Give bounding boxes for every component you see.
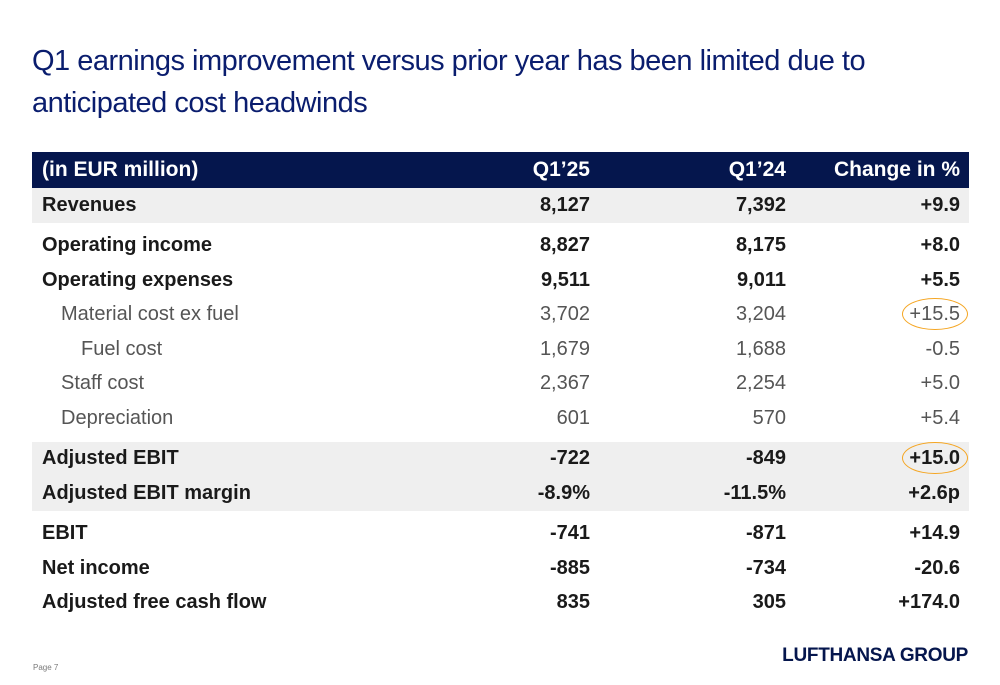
table-row-ebit: EBIT -741 -871 +14.9 bbox=[32, 517, 969, 552]
header-q125: Q1’25 bbox=[532, 158, 590, 181]
row-change: +8.0 bbox=[920, 234, 960, 257]
row-q125: 3,702 bbox=[539, 303, 590, 326]
row-q124: -849 bbox=[745, 447, 786, 470]
row-q124: -734 bbox=[745, 556, 786, 579]
row-q124: 2,254 bbox=[735, 372, 786, 395]
row-label: Adjusted free cash flow bbox=[42, 591, 267, 614]
row-change: -20.6 bbox=[914, 556, 960, 579]
row-label: Operating income bbox=[42, 234, 213, 257]
table-row-staff-cost: Staff cost 2,367 2,254 +5.0 bbox=[32, 367, 969, 402]
row-q124: -11.5% bbox=[723, 481, 786, 504]
row-q124: 8,175 bbox=[735, 234, 786, 257]
table-row-adjusted-ebit: Adjusted EBIT -722 -849 +15.0 bbox=[32, 441, 969, 476]
row-q125: 8,127 bbox=[539, 193, 590, 216]
row-q125: 601 bbox=[556, 406, 590, 429]
table-row-net-income: Net income -885 -734 -20.6 bbox=[32, 551, 969, 586]
row-q125: 835 bbox=[556, 591, 590, 614]
row-label: Fuel cost bbox=[81, 337, 163, 360]
table-row-depreciation: Depreciation 601 570 +5.4 bbox=[32, 401, 969, 436]
row-label: Depreciation bbox=[61, 406, 174, 429]
row-change: +15.5 bbox=[902, 298, 968, 331]
row-label: Operating expenses bbox=[42, 268, 234, 291]
table-row-operating-income: Operating income 8,827 8,175 +8.0 bbox=[32, 229, 969, 264]
row-label: EBIT bbox=[42, 522, 88, 545]
row-q125: -8.9% bbox=[537, 481, 590, 504]
row-q124: -871 bbox=[745, 522, 786, 545]
table-row-operating-expenses: Operating expenses 9,511 9,011 +5.5 bbox=[32, 263, 969, 298]
row-change: -0.5 bbox=[925, 337, 960, 360]
row-change: +15.0 bbox=[902, 442, 968, 475]
table-row-adjusted-fcf: Adjusted free cash flow 835 305 +174.0 bbox=[32, 586, 969, 621]
row-label: Staff cost bbox=[61, 372, 145, 395]
row-q124: 7,392 bbox=[735, 193, 786, 216]
row-q125: -722 bbox=[549, 447, 590, 470]
row-change: +5.0 bbox=[920, 372, 960, 395]
header-change: Change in % bbox=[833, 158, 960, 181]
row-q125: 2,367 bbox=[539, 372, 590, 395]
header-q124: Q1’24 bbox=[728, 158, 786, 181]
row-q125: 1,679 bbox=[539, 337, 590, 360]
page-number: Page 7 bbox=[33, 663, 59, 672]
row-q125: 8,827 bbox=[539, 234, 590, 257]
table-row-adjusted-ebit-margin: Adjusted EBIT margin -8.9% -11.5% +2.6p bbox=[32, 476, 969, 511]
row-label: Adjusted EBIT bbox=[42, 447, 179, 470]
row-label: Adjusted EBIT margin bbox=[42, 481, 251, 504]
table-row-fuel-cost: Fuel cost 1,679 1,688 -0.5 bbox=[32, 332, 969, 367]
table-row-revenues: Revenues 8,127 7,392 +9.9 bbox=[32, 188, 969, 223]
row-change: +5.5 bbox=[920, 268, 960, 291]
table-row-material-cost: Material cost ex fuel 3,702 3,204 +15.5 bbox=[32, 298, 969, 333]
row-label: Net income bbox=[42, 556, 150, 579]
row-q124: 305 bbox=[752, 591, 786, 614]
row-q124: 3,204 bbox=[735, 303, 786, 326]
row-change: +9.9 bbox=[920, 193, 960, 216]
row-change: +14.9 bbox=[909, 522, 960, 545]
row-change: +5.4 bbox=[920, 406, 960, 429]
row-q124: 9,011 bbox=[737, 268, 786, 291]
financial-table: (in EUR million) Q1’25 Q1’24 Change in %… bbox=[32, 152, 969, 620]
company-logo: LUFTHANSA GROUP bbox=[782, 645, 968, 666]
row-q125: -741 bbox=[549, 522, 590, 545]
page-title: Q1 earnings improvement versus prior yea… bbox=[32, 45, 866, 119]
header-unit: (in EUR million) bbox=[42, 158, 199, 181]
highlight-circle: +15.5 bbox=[902, 298, 968, 331]
row-q125: -885 bbox=[549, 556, 590, 579]
table-header-row: (in EUR million) Q1’25 Q1’24 Change in % bbox=[32, 152, 969, 188]
row-change: +2.6p bbox=[908, 481, 960, 504]
highlight-circle: +15.0 bbox=[902, 442, 968, 475]
row-label: Revenues bbox=[42, 193, 137, 216]
row-q124: 1,688 bbox=[735, 337, 786, 360]
row-q125: 9,511 bbox=[541, 268, 590, 291]
row-change: +174.0 bbox=[898, 591, 960, 614]
row-q124: 570 bbox=[752, 406, 786, 429]
row-label: Material cost ex fuel bbox=[61, 303, 239, 326]
